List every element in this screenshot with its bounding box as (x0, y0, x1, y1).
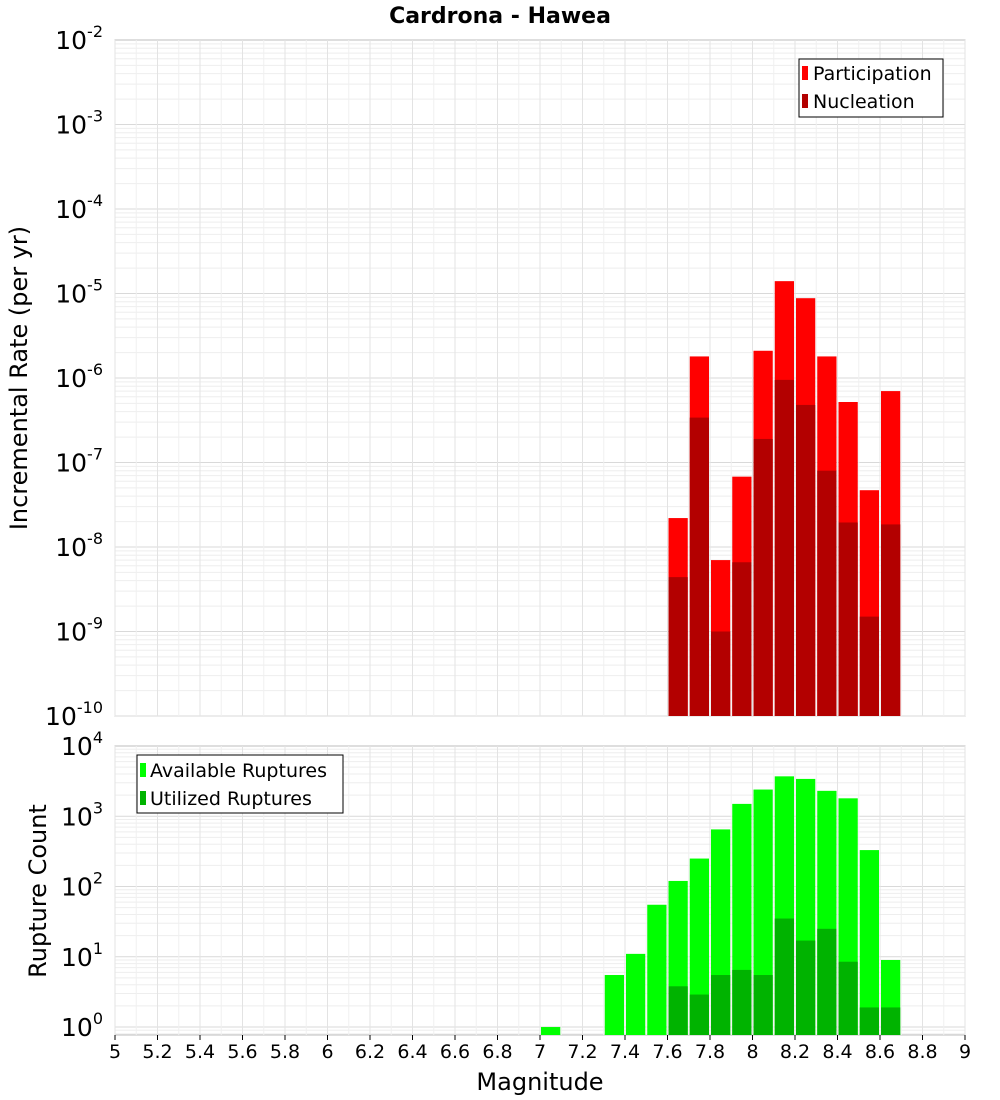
x-tick-label: 5.6 (227, 1041, 257, 1063)
top-s2-bar (817, 470, 837, 716)
bottom-s1-bar (753, 789, 773, 1035)
x-tick-label: 6.6 (440, 1041, 470, 1063)
top-y-tick-label: 10-5 (55, 276, 103, 309)
bottom-s1-bar (604, 975, 624, 1035)
x-tick-label: 6.8 (482, 1041, 512, 1063)
chart-title: Cardrona - Hawea (389, 4, 611, 29)
x-tick-label: 8 (746, 1041, 758, 1063)
top-y-axis-label: Incremental Rate (per yr) (5, 226, 33, 530)
top-s2-bar (796, 404, 816, 716)
top-y-tick-label: 10-6 (55, 360, 103, 393)
x-tick-label: 8.6 (865, 1041, 895, 1063)
nucleation-legend-label: Nucleation (813, 91, 915, 113)
top-y-tick-label: 10-9 (55, 614, 103, 647)
bottom-y-tick-label: 101 (61, 939, 103, 972)
top-s2-bar (689, 417, 709, 716)
top-s2-bar (753, 438, 773, 716)
top-s2-bar (668, 577, 688, 716)
nucleation-swatch (802, 94, 808, 108)
bottom-y-tick-label: 102 (61, 869, 103, 902)
bottom-s2-bar (796, 940, 816, 1035)
utilized-swatch (140, 791, 146, 805)
available-legend-label: Available Ruptures (150, 760, 327, 782)
bottom-y-tick-label: 103 (61, 798, 103, 831)
x-tick-label: 7.6 (652, 1041, 682, 1063)
x-tick-label: 5.8 (270, 1041, 300, 1063)
bottom-s2-bar (732, 969, 752, 1035)
bottom-s2-bar (668, 986, 688, 1035)
bottom-panel: 100 101 102 103 104 5 5.2 5.4 5.6 5.8 6 6.2 6.4 6.6 6… (24, 728, 971, 1096)
x-tick-label: 7.2 (567, 1041, 597, 1063)
bottom-bars (541, 776, 901, 1035)
top-s2-bar (838, 522, 858, 716)
bottom-legend: Available Ruptures Utilized Ruptures (136, 754, 344, 814)
bottom-s1-bar (541, 1027, 561, 1035)
bottom-y-tick-label: 104 (61, 728, 103, 761)
bottom-s2-bar (774, 918, 794, 1035)
top-bars (668, 281, 901, 716)
utilized-legend-label: Utilized Ruptures (150, 788, 312, 810)
x-tick-label: 6 (321, 1041, 333, 1063)
top-s2-bar (732, 562, 752, 716)
x-tick-label: 7 (534, 1041, 546, 1063)
top-legend-box (798, 58, 944, 118)
bottom-s2-bar (753, 975, 773, 1035)
x-tick-label: 8.8 (907, 1041, 937, 1063)
x-axis-label: Magnitude (476, 1068, 603, 1096)
x-tick-label: 5.4 (185, 1041, 215, 1063)
top-s2-bar (774, 379, 794, 716)
bottom-s1-bar (689, 858, 709, 1035)
top-s2-bar (881, 524, 901, 716)
x-ticks: 5 5.2 5.4 5.6 5.8 6 6.2 6.4 6.6 6.8 7 7.2 7.4 7.6 7.8 8… (109, 1035, 971, 1063)
bottom-s2-bar (689, 994, 709, 1035)
bottom-legend-box (136, 754, 344, 814)
x-tick-label: 5.2 (142, 1041, 172, 1063)
available-swatch (140, 763, 146, 777)
bottom-s2-bar (817, 928, 837, 1035)
top-y-ticks: 10-10 10-9 10-8 10-7 10-6 10-5 10-4 10-3 10-2 (45, 22, 103, 731)
x-tick-label: 6.2 (355, 1041, 385, 1063)
bottom-y-ticks: 100 101 102 103 104 (61, 728, 103, 1042)
x-tick-label: 6.4 (397, 1041, 427, 1063)
top-y-tick-label: 10-4 (55, 191, 103, 224)
bottom-s1-bar (626, 953, 646, 1035)
bottom-s2-bar (838, 961, 858, 1035)
top-grid (114, 40, 966, 717)
x-tick-label: 8.4 (822, 1041, 852, 1063)
bottom-s2-bar (859, 1007, 879, 1035)
x-tick-label: 5 (109, 1041, 121, 1063)
top-y-tick-label: 10-8 (55, 529, 103, 562)
top-s2-bar (859, 616, 879, 716)
top-y-tick-label: 10-10 (45, 698, 103, 731)
x-tick-label: 8.2 (780, 1041, 810, 1063)
participation-swatch (802, 66, 808, 80)
top-s2-bar (711, 631, 731, 716)
x-tick-label: 7.8 (695, 1041, 725, 1063)
participation-legend-label: Participation (813, 63, 932, 85)
bottom-y-tick-label: 100 (61, 1009, 103, 1042)
bottom-s2-bar (881, 1007, 901, 1035)
x-tick-label: 9 (959, 1041, 971, 1063)
bottom-s1-bar (859, 850, 879, 1035)
top-y-tick-label: 10-3 (55, 107, 103, 140)
top-legend: Participation Nucleation (798, 58, 944, 118)
bottom-s1-bar (647, 904, 667, 1035)
x-tick-label: 7.4 (610, 1041, 640, 1063)
top-y-tick-label: 10-2 (55, 22, 103, 55)
top-panel: 10-10 10-9 10-8 10-7 10-6 10-5 10-4 10-3 10-2 In… (5, 22, 966, 731)
bottom-s2-bar (711, 975, 731, 1035)
bottom-y-axis-label: Rupture Count (24, 804, 52, 978)
top-y-tick-label: 10-7 (55, 445, 103, 478)
